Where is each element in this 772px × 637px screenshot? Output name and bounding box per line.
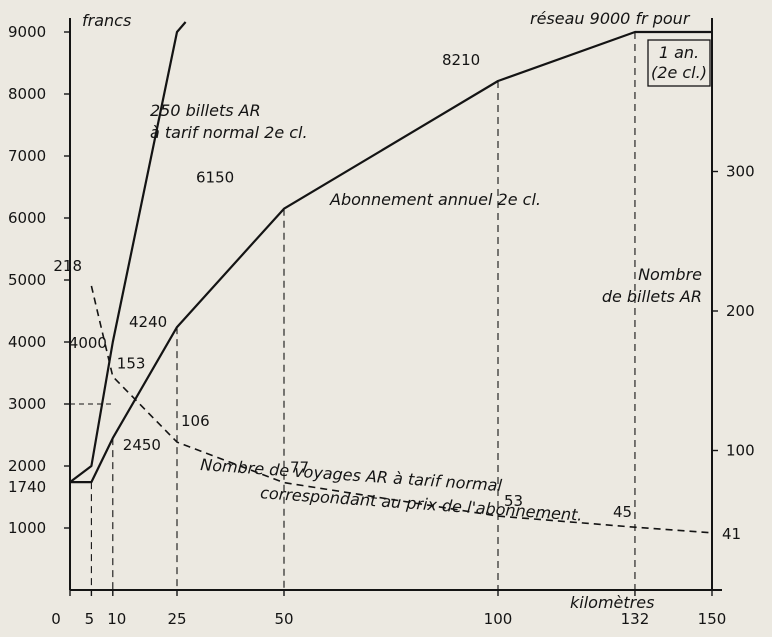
series-line-2 — [69, 21, 187, 483]
y-tick-label: 6000 — [8, 209, 46, 227]
data-label: 2450 — [123, 436, 161, 454]
data-label: 4240 — [129, 313, 167, 331]
tick-labels: 1000200030004000500060007000800090001002… — [8, 23, 755, 628]
y-tick-label: 8000 — [8, 85, 46, 103]
x-tick-label: 25 — [167, 610, 186, 628]
x-tick-label: 100 — [484, 610, 513, 628]
data-label: 4000 — [69, 334, 107, 352]
y-tick-label: 4000 — [8, 333, 46, 351]
data-label: 45 — [613, 503, 632, 521]
series-caption: Abonnement annuel 2e cl. — [329, 190, 541, 209]
series-line-3 — [90, 285, 713, 534]
series-caption: 250 billets AR — [150, 101, 261, 120]
data-label: 41 — [722, 525, 741, 543]
x-axis-title: kilomètres — [570, 593, 654, 612]
data-label: 6150 — [196, 169, 234, 187]
series-line-1 — [70, 30, 712, 484]
data-label: 153 — [117, 355, 146, 373]
y-tick-label: 1000 — [8, 519, 46, 537]
axes — [69, 18, 722, 591]
y-tick-label: 5000 — [8, 271, 46, 289]
data-label: 1740 — [8, 478, 46, 496]
x-tick-label: 0 — [51, 610, 61, 628]
unit-label: francs — [82, 11, 131, 30]
y-tick-label: 7000 — [8, 147, 46, 165]
y-tick-label: 3000 — [8, 395, 46, 413]
data-label: 77 — [290, 459, 309, 477]
x-tick-label: 50 — [274, 610, 293, 628]
y-tick-label: 2000 — [8, 457, 46, 475]
data-label: 8210 — [442, 51, 480, 69]
y2-tick-label: 100 — [726, 442, 755, 460]
y2-axis-title: Nombre — [638, 265, 702, 284]
y2-tick-label: 300 — [726, 163, 755, 181]
x-tick-label: 10 — [107, 610, 126, 628]
x-tick-label: 5 — [85, 610, 95, 628]
x-tick-label: 150 — [698, 610, 727, 628]
data-label: 218 — [53, 257, 82, 275]
top-note-box-text: 1 an. — [659, 43, 699, 62]
y2-tick-label: 200 — [726, 302, 755, 320]
top-note: réseau 9000 fr pour — [530, 9, 691, 28]
series-caption: à tarif normal 2e cl. — [150, 123, 308, 142]
top-note-box-text: (2e cl.) — [651, 63, 707, 82]
x-tick-label: 132 — [621, 610, 650, 628]
series-lines — [69, 21, 713, 534]
data-label: 106 — [181, 412, 210, 430]
annotations: 250 billets AR à tarif normal 2e cl. Abonn… — [82, 9, 711, 612]
data-labels: 1740 2450 4240 6150 8210 4000 218 153 106 77 53 45 4… — [8, 51, 741, 543]
y2-axis-title: de billets AR — [602, 287, 702, 306]
top-note-box — [647, 39, 711, 87]
data-label: 53 — [504, 492, 523, 510]
y-tick-label: 9000 — [8, 23, 46, 41]
